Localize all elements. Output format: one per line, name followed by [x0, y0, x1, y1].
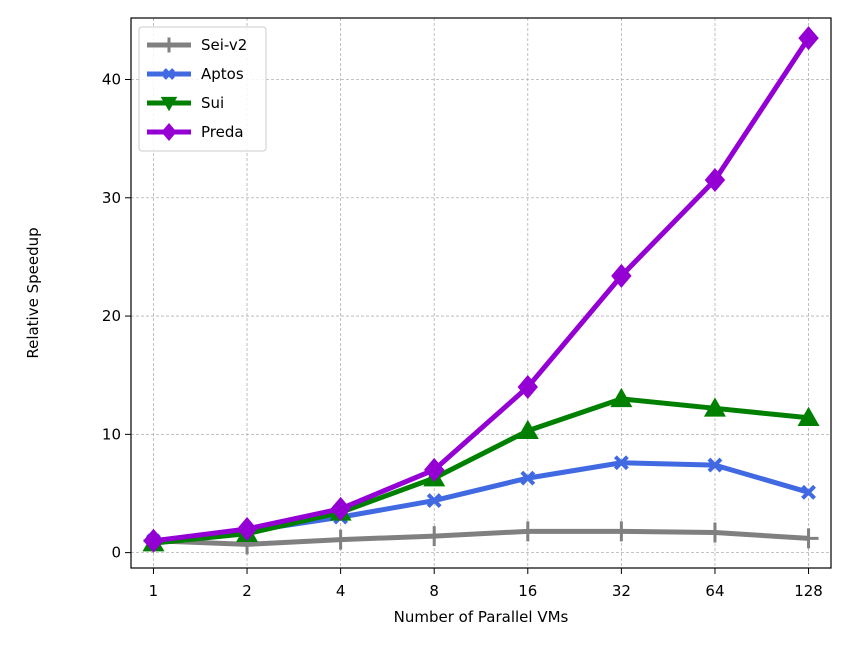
data-point	[703, 397, 726, 417]
x-tick-label: 128	[794, 582, 823, 600]
data-point	[704, 522, 725, 543]
series-line	[153, 396, 809, 546]
y-tick-label: 10	[102, 425, 121, 443]
x-tick-label: 16	[518, 582, 537, 600]
data-point	[424, 457, 445, 482]
data-point	[520, 470, 536, 486]
series-line	[153, 528, 809, 547]
series-line	[153, 36, 811, 544]
data-point	[143, 528, 164, 553]
data-point	[517, 375, 538, 400]
legend-marker	[161, 37, 177, 53]
data-point	[236, 516, 258, 541]
axis-ticks: 1 2 4 8 16 32 64 128 0 10 20 30 40	[102, 71, 823, 600]
data-point	[426, 493, 442, 508]
data-point	[801, 484, 816, 500]
legend-item: Sei-v2	[147, 36, 247, 54]
legend-label: Preda	[201, 123, 244, 141]
x-tick-label: 8	[429, 582, 439, 600]
legend-item: Sui	[147, 94, 224, 112]
x-tick-label: 32	[612, 582, 631, 600]
x-tick-label: 2	[242, 582, 252, 600]
data-point	[517, 521, 538, 542]
legend: Sei-v2 Aptos Sui Preda	[138, 26, 267, 152]
data-point	[330, 529, 351, 550]
series-layer	[142, 26, 820, 555]
data-point	[704, 168, 726, 193]
legend-label: Sei-v2	[201, 36, 247, 54]
y-tick-label: 0	[111, 544, 121, 562]
legend-item: Aptos	[147, 65, 244, 83]
legend-marker	[163, 68, 175, 80]
y-tick-label: 40	[102, 71, 121, 89]
data-point	[611, 521, 632, 542]
data-point	[610, 387, 633, 408]
series-preda	[143, 26, 819, 553]
data-point	[798, 26, 819, 51]
plot-frame	[130, 17, 832, 569]
y-tick-label: 20	[102, 307, 121, 325]
legend-box	[138, 26, 267, 152]
legend-marker	[160, 96, 178, 112]
data-point	[613, 455, 629, 471]
data-point	[707, 457, 723, 473]
data-point	[516, 419, 539, 440]
legend-item: Preda	[147, 123, 244, 141]
x-axis-label: Number of Parallel VMs	[394, 608, 569, 626]
data-point	[797, 406, 820, 427]
y-axis-label: Relative Speedup	[24, 227, 42, 358]
legend-label: Aptos	[201, 65, 244, 83]
x-tick-label: 4	[336, 582, 346, 600]
data-point	[798, 528, 819, 549]
legend-label: Sui	[201, 94, 224, 112]
x-tick-label: 64	[705, 582, 724, 600]
legend-marker	[161, 123, 177, 141]
data-point	[330, 496, 351, 521]
data-point	[611, 263, 632, 288]
y-tick-label: 30	[102, 189, 121, 207]
x-tick-label: 1	[149, 582, 159, 600]
data-point	[424, 526, 445, 547]
